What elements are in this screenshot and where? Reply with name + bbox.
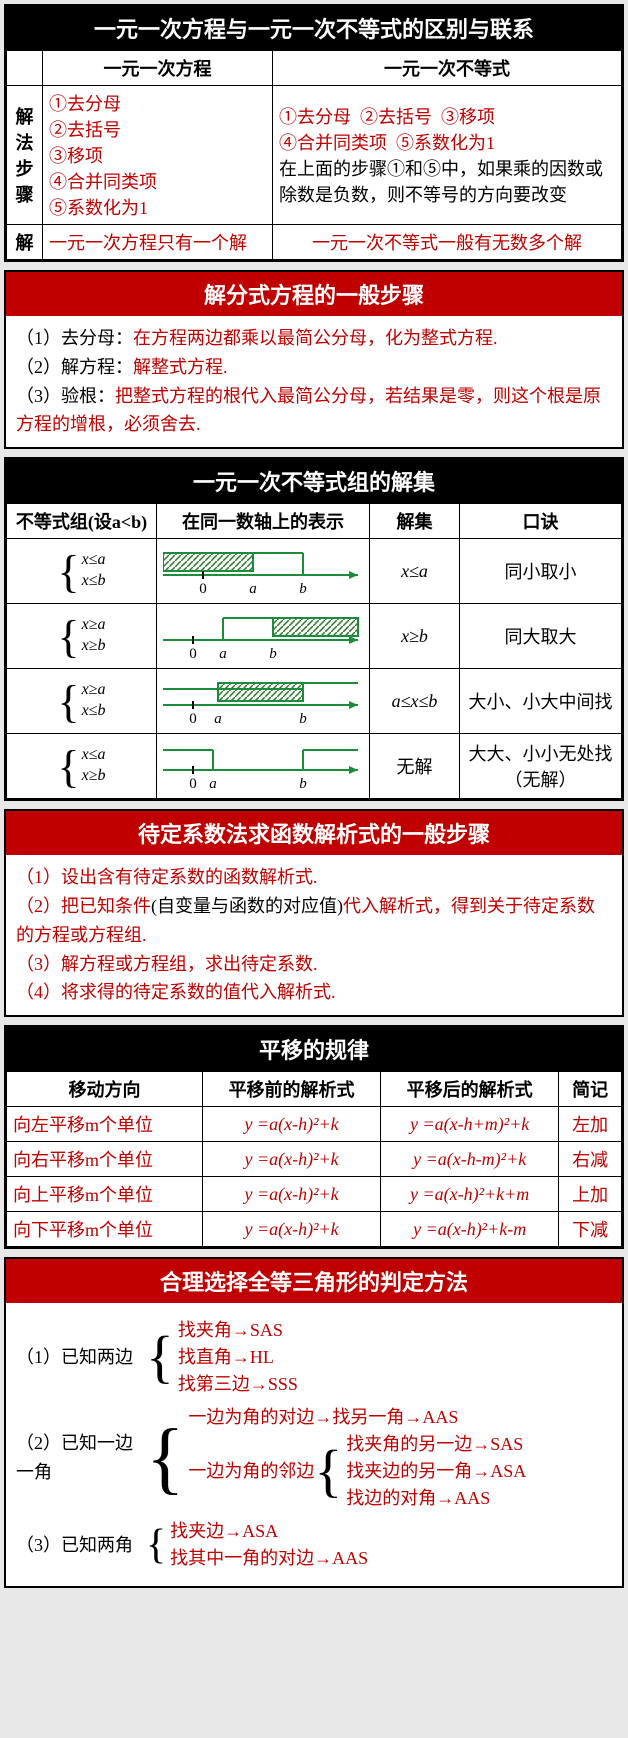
s3-h4: 口诀 [460,504,622,539]
s3-row4: {x≤ax≥b 0 a b 无解 大大、小小无处找（无解） [7,734,622,799]
numberline-3: 0 a b [163,673,363,729]
svg-text:b: b [299,711,307,727]
section-inequality-system: 一元一次不等式组的解集 不等式组(设a<b) 在同一数轴上的表示 解集 口诀 {… [4,457,624,801]
section3-table: 不等式组(设a<b) 在同一数轴上的表示 解集 口诀 {x≤ax≤b 0 a [6,503,622,799]
col-inequality: 一元一次不等式 [273,51,622,86]
blank-cell [7,51,43,86]
svg-text:a: a [249,581,257,597]
row-steps-label: 解法步骤 [7,86,43,225]
section6-content: （1）已知两边 {找夹角→SAS找直角→HL找第三边→SSS （2）已知一边一角… [6,1303,622,1586]
svg-text:a: a [214,711,222,727]
equation-solution: 一元一次方程只有一个解 [43,225,273,260]
section1-title: 一元一次方程与一元一次不等式的区别与联系 [6,6,622,50]
svg-text:0: 0 [189,646,197,662]
svg-text:b: b [299,581,307,597]
numberline-2: 0 a b [163,608,363,664]
col-equation: 一元一次方程 [43,51,273,86]
section5-title: 平移的规律 [6,1027,622,1071]
section6-title: 合理选择全等三角形的判定方法 [6,1259,622,1303]
section3-title: 一元一次不等式组的解集 [6,459,622,503]
svg-text:0: 0 [189,776,197,792]
s5-row3: 向上平移m个单位y =a(x-h)²+ky =a(x-h)²+k+m上加 [7,1177,622,1212]
svg-text:a: a [209,776,217,792]
s5-h4: 简记 [559,1072,622,1107]
s5-row4: 向下平移m个单位y =a(x-h)²+ky =a(x-h)²+k-m下减 [7,1212,622,1247]
equation-steps: ①去分母 ②去括号 ③移项 ④合并同类项 ⑤系数化为1 [43,86,273,225]
section4-content: （1）设出含有待定系数的函数解析式. （2）把已知条件(自变量与函数的对应值)代… [6,855,622,1015]
section5-table: 移动方向 平移前的解析式 平移后的解析式 简记 向左平移m个单位y =a(x-h… [6,1071,622,1247]
s3-row2: {x≥ax≥b 0 a b x≥b 同大取大 [7,604,622,669]
section2-content: （1）去分母：在方程两边都乘以最简公分母，化为整式方程. （2）解方程：解整式方… [6,316,622,447]
svg-text:0: 0 [189,711,197,727]
s6-row3: （3）已知两角 {找夹边→ASA找其中一角的对边→AAS [16,1518,612,1572]
s5-h1: 移动方向 [7,1072,203,1107]
svg-text:b: b [269,646,277,662]
s3-h2: 在同一数轴上的表示 [157,504,370,539]
s3-h3: 解集 [370,504,460,539]
row-solution-label: 解 [7,225,43,260]
section-undetermined-coef: 待定系数法求函数解析式的一般步骤 （1）设出含有待定系数的函数解析式. （2）把… [4,809,624,1017]
numberline-1: 0 a b [163,543,363,599]
section2-title: 解分式方程的一般步骤 [6,272,622,316]
section-translation: 平移的规律 移动方向 平移前的解析式 平移后的解析式 简记 向左平移m个单位y … [4,1025,624,1249]
inequality-solution: 一元一次不等式一般有无数多个解 [273,225,622,260]
inequality-steps: ①去分母 ②去括号 ③移项 ④合并同类项 ⑤系数化为1 在上面的步骤①和⑤中，如… [273,86,622,225]
section-congruent-triangles: 合理选择全等三角形的判定方法 （1）已知两边 {找夹角→SAS找直角→HL找第三… [4,1257,624,1588]
s3-row1: {x≤ax≤b 0 a b x≤a 同小取小 [7,539,622,604]
svg-text:a: a [219,646,227,662]
s6-row2: （2）已知一边一角 { 一边为角的对边→找另一角→AAS 一边为角的邻边 { 找… [16,1404,612,1512]
s5-h3: 平移后的解析式 [381,1072,559,1107]
s5-row2: 向右平移m个单位y =a(x-h)²+ky =a(x-h-m)²+k右减 [7,1142,622,1177]
s3-h1: 不等式组(设a<b) [7,504,157,539]
svg-text:0: 0 [199,581,207,597]
section1-table: 一元一次方程 一元一次不等式 解法步骤 ①去分母 ②去括号 ③移项 ④合并同类项… [6,50,622,260]
s5-h2: 平移前的解析式 [203,1072,381,1107]
section4-title: 待定系数法求函数解析式的一般步骤 [6,811,622,855]
numberline-4: 0 a b [163,738,363,794]
s3-row3: {x≥ax≤b 0 a b a≤x≤b 大小、小大中间找 [7,669,622,734]
svg-text:b: b [299,776,307,792]
s6-row1: （1）已知两边 {找夹角→SAS找直角→HL找第三边→SSS [16,1317,612,1398]
s5-row1: 向左平移m个单位y =a(x-h)²+ky =a(x-h+m)²+k左加 [7,1107,622,1142]
section-equation-vs-inequality: 一元一次方程与一元一次不等式的区别与联系 一元一次方程 一元一次不等式 解法步骤… [4,4,624,262]
section-fractional-equation: 解分式方程的一般步骤 （1）去分母：在方程两边都乘以最简公分母，化为整式方程. … [4,270,624,449]
